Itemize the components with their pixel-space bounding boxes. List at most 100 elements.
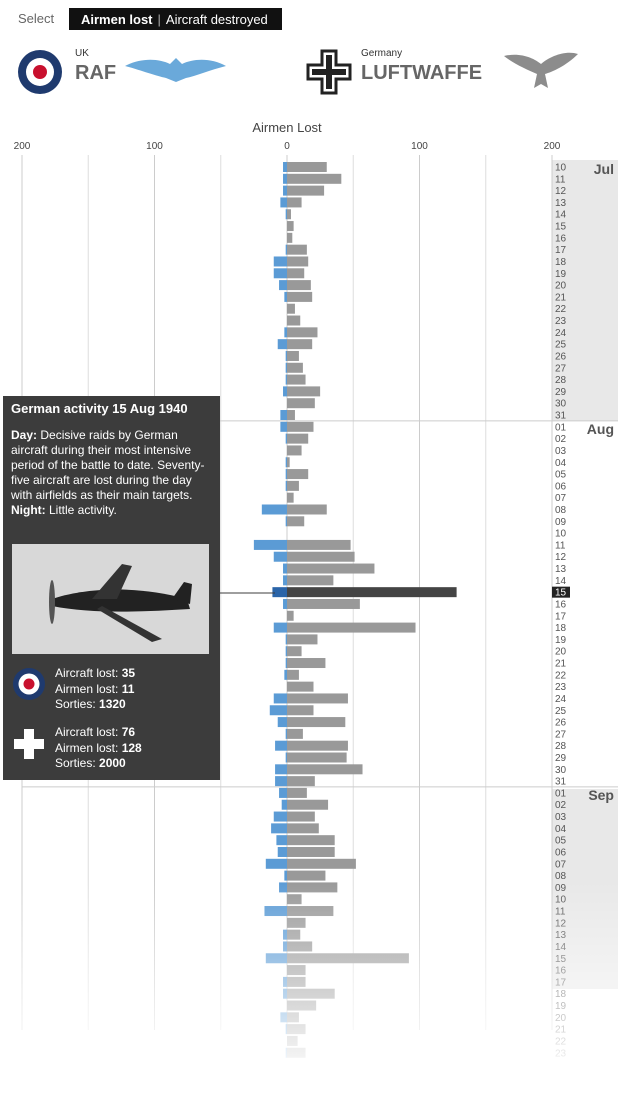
y-tick-label: 05 bbox=[555, 836, 567, 847]
bar bbox=[287, 268, 305, 279]
y-tick-label: 27 bbox=[555, 729, 567, 740]
bar bbox=[287, 787, 307, 798]
bar bbox=[287, 162, 327, 172]
toggle: Airmen lost | Aircraft destroyed bbox=[69, 8, 282, 30]
bar bbox=[287, 327, 318, 338]
stat-value: 1320 bbox=[99, 697, 126, 711]
y-tick-label: 21 bbox=[555, 292, 567, 303]
bar bbox=[287, 551, 355, 562]
y-tick-label: 04 bbox=[555, 824, 567, 835]
option-button[interactable]: Aircraft destroyed bbox=[165, 11, 268, 27]
bar bbox=[285, 480, 287, 491]
bar bbox=[287, 693, 348, 704]
y-tick-label: 26 bbox=[555, 351, 567, 362]
bar bbox=[276, 835, 287, 846]
select-label: Select bbox=[18, 11, 55, 26]
fade bbox=[0, 880, 625, 1080]
bar bbox=[269, 705, 287, 716]
stat-label: Aircraft lost: bbox=[55, 666, 119, 680]
bar bbox=[285, 244, 287, 255]
bar bbox=[287, 516, 305, 527]
tooltip-text: Day: Decisive raids by German aircraft d… bbox=[11, 428, 212, 503]
series-name: RAF bbox=[75, 62, 116, 84]
y-tick-label: 16 bbox=[555, 599, 567, 610]
bar bbox=[287, 280, 311, 291]
bar bbox=[283, 575, 287, 586]
bar bbox=[287, 539, 351, 550]
bar bbox=[287, 563, 375, 574]
y-tick-label: 30 bbox=[555, 765, 567, 776]
y-tick-label: 11 bbox=[555, 540, 566, 551]
bar bbox=[271, 823, 287, 834]
y-tick-label: 18 bbox=[555, 257, 567, 268]
stat-row: Airmen lost: 11 bbox=[55, 682, 135, 698]
bar bbox=[277, 339, 287, 350]
y-tick-label: 04 bbox=[555, 458, 567, 469]
highlight-row bbox=[552, 586, 570, 598]
bar bbox=[279, 787, 287, 798]
y-tick-label: 12 bbox=[555, 186, 567, 197]
bar bbox=[272, 587, 287, 598]
raf-wings bbox=[125, 58, 226, 82]
stat-value: 2000 bbox=[99, 756, 126, 770]
label: Day: bbox=[11, 428, 38, 442]
bar bbox=[284, 327, 287, 338]
bar bbox=[285, 728, 287, 739]
bar bbox=[275, 764, 287, 775]
month-band bbox=[552, 160, 618, 421]
month-label: Jul bbox=[594, 161, 614, 177]
bar bbox=[285, 658, 287, 669]
bar bbox=[287, 221, 294, 232]
y-tick-label: 11 bbox=[555, 174, 566, 185]
stat-label: Sorties: bbox=[55, 756, 96, 770]
bar bbox=[273, 622, 287, 633]
bar bbox=[287, 185, 325, 196]
x-tick-label: 100 bbox=[146, 141, 163, 152]
bar bbox=[287, 398, 315, 409]
option-button[interactable]: Airmen lost bbox=[81, 11, 153, 27]
bar bbox=[287, 492, 294, 503]
bar bbox=[287, 858, 356, 869]
bar bbox=[253, 539, 287, 550]
y-tick-label: 20 bbox=[555, 647, 567, 658]
y-tick-label: 09 bbox=[555, 517, 567, 528]
bar bbox=[287, 728, 303, 739]
stat-row: Aircraft lost: 35 bbox=[55, 666, 135, 682]
stats: Aircraft lost: 35 Airmen lost: 11 Sorties:… bbox=[55, 666, 135, 713]
tooltip-text: Night: Little activity. bbox=[11, 503, 212, 518]
y-tick-label: 20 bbox=[555, 281, 567, 292]
y-tick-label: 03 bbox=[555, 812, 567, 823]
photo bbox=[12, 544, 209, 654]
bar bbox=[287, 480, 299, 491]
month-label: Aug bbox=[587, 421, 614, 437]
label: Night: bbox=[11, 503, 46, 517]
y-tick-label: 02 bbox=[555, 800, 567, 811]
y-tick-label: 23 bbox=[555, 316, 567, 327]
bar bbox=[285, 469, 287, 480]
icons bbox=[13, 668, 45, 759]
y-tick-label: 06 bbox=[555, 481, 567, 492]
x-tick-label: 200 bbox=[544, 141, 561, 152]
y-tick-label: 25 bbox=[555, 706, 567, 717]
bar bbox=[287, 362, 303, 373]
bar bbox=[287, 457, 290, 468]
bar bbox=[287, 846, 335, 857]
country: Germany bbox=[361, 48, 402, 59]
bar bbox=[285, 752, 287, 763]
bar bbox=[287, 350, 299, 361]
bar bbox=[287, 469, 309, 480]
y-tick-label: 10 bbox=[555, 163, 567, 174]
bar bbox=[287, 587, 457, 598]
bar bbox=[287, 811, 315, 822]
y-tick-label: 19 bbox=[555, 635, 567, 646]
bar bbox=[280, 197, 287, 208]
y-tick-label: 18 bbox=[555, 623, 567, 634]
y-tick-label: 28 bbox=[555, 375, 567, 386]
bar bbox=[280, 421, 287, 432]
header: UK RAF Germany LUFTWAFFE bbox=[18, 48, 578, 95]
stat-label: Sorties: bbox=[55, 697, 96, 711]
bar bbox=[285, 457, 287, 468]
bar bbox=[287, 622, 416, 633]
stat-row: Aircraft lost: 76 bbox=[55, 725, 142, 741]
axis-title: Airmen Lost bbox=[252, 120, 322, 135]
